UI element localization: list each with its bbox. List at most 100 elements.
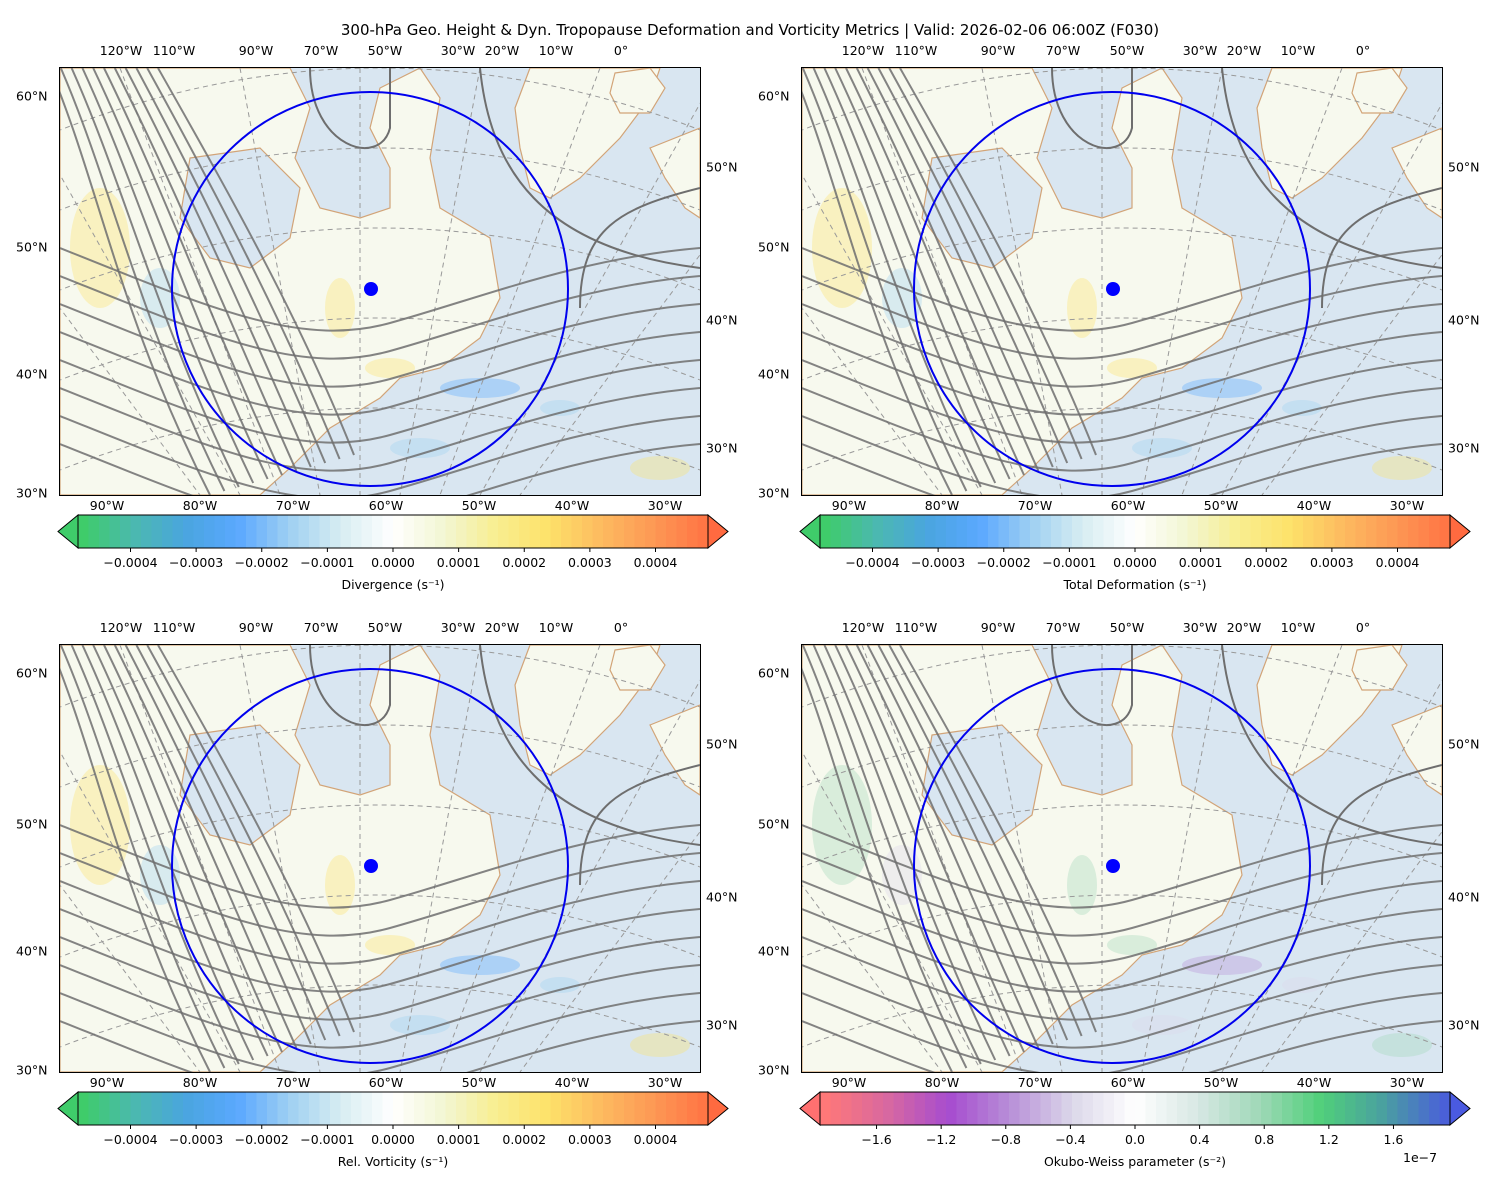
colorbar-segment	[141, 515, 152, 548]
colorbar-segment	[645, 515, 656, 548]
colorbar-tick-label: −0.8	[990, 1132, 1021, 1147]
colorbar-tick-label: 0.0001	[1178, 555, 1223, 570]
top-lon-label: 110°W	[894, 43, 938, 58]
colorbar-segment	[1355, 1092, 1367, 1125]
colorbar-min-extension	[57, 513, 79, 550]
graticule	[802, 645, 1442, 1072]
colorbar-segment	[872, 1092, 884, 1125]
colorbar-segment	[424, 1092, 436, 1125]
field-shading-blob	[325, 278, 355, 338]
height-contour	[103, 645, 283, 1053]
map-relative-vorticity[interactable]	[59, 644, 701, 1073]
colorbar-segment	[1135, 515, 1146, 548]
top-lon-label: 30°W	[440, 620, 476, 635]
top-lon-label: 10°W	[1280, 620, 1316, 635]
colorbar-tick-label: 0.0002	[1244, 555, 1289, 570]
meridian-line	[119, 68, 281, 495]
colorbar-segment	[676, 1092, 688, 1125]
bottom-lon-label: 30°W	[1389, 498, 1425, 513]
height-contour	[146, 645, 341, 1037]
colorbar-segment	[183, 1092, 194, 1125]
colorbar-segment	[1198, 1092, 1209, 1125]
bottom-lon-label: 90°W	[89, 498, 125, 513]
meridian-line	[1181, 68, 1343, 495]
top-lon-label: 10°W	[538, 620, 574, 635]
height-contour	[802, 964, 1442, 1049]
field-shading-blob	[540, 977, 580, 993]
colorbar-tick-label: −0.4	[1055, 1132, 1086, 1147]
colorbar-segment	[946, 515, 957, 548]
colorbar-segment	[508, 515, 520, 548]
colorbar-tick-label: −0.0001	[300, 1132, 355, 1147]
height-contour	[113, 645, 298, 1049]
colorbar-segment	[561, 515, 572, 548]
colorbar-segment	[1019, 1092, 1031, 1125]
meridian-line	[439, 645, 601, 1072]
colorbar-segment	[1387, 515, 1398, 548]
meridian-line	[802, 307, 943, 495]
map-canvas	[60, 68, 700, 495]
colorbar-segment	[851, 1092, 863, 1125]
colorbar-tick-label: −0.0002	[976, 555, 1031, 570]
colorbar-segment	[1156, 515, 1167, 548]
colorbar-segment	[1240, 515, 1251, 548]
colorbar-segment	[1240, 1092, 1251, 1125]
colorbar-label: Rel. Vorticity (s⁻¹)	[337, 1154, 449, 1169]
map-divergence[interactable]	[59, 67, 701, 496]
colorbar-segment	[1376, 1092, 1388, 1125]
colorbar-segment	[456, 1092, 467, 1125]
field-shading-blob	[1067, 278, 1097, 338]
top-longitude-labels: 120°W 110°W 90°W 70°W 50°W 30°W 20°W 10°W 0°	[59, 620, 699, 636]
colorbar-max-extension	[1449, 513, 1471, 550]
left-lat-label: 40°N	[758, 366, 790, 382]
field-shading-blob	[1132, 1015, 1192, 1035]
colorbar-segment	[267, 1092, 278, 1125]
center-marker	[364, 282, 378, 296]
top-lon-label: 50°W	[1109, 43, 1145, 58]
colorbar-segment	[1124, 1092, 1136, 1125]
bottom-lon-label: 50°W	[461, 1075, 497, 1090]
colorbar-segment	[1051, 1092, 1062, 1125]
height-contours	[60, 645, 700, 1072]
map-total-deformation[interactable]	[801, 67, 1443, 496]
colorbar-tick-label: 0.0002	[502, 555, 547, 570]
europe-land	[1391, 704, 1442, 796]
colorbar-segment	[1145, 515, 1157, 548]
height-contour	[855, 645, 1040, 1049]
colorbar-segment	[977, 1092, 989, 1125]
top-lon-label: 90°W	[980, 43, 1016, 58]
colorbar-segment	[372, 515, 383, 548]
bottom-lon-label: 70°W	[275, 498, 311, 513]
colorbar-segment	[235, 1092, 247, 1125]
colorbar-segment	[1135, 1092, 1146, 1125]
colorbar-segment	[697, 515, 709, 548]
colorbar-segment	[319, 1092, 331, 1125]
colorbar-segment	[382, 1092, 394, 1125]
height-contour	[60, 331, 700, 416]
graticule	[60, 68, 700, 495]
colorbar-segment	[1219, 1092, 1230, 1125]
colorbar-segment	[246, 1092, 257, 1125]
height-contour	[60, 667, 211, 1072]
parallel-line	[60, 407, 700, 471]
top-lon-label: 110°W	[152, 43, 196, 58]
colorbar-segment	[862, 515, 873, 548]
top-lon-label: 20°W	[484, 43, 520, 58]
colorbar-segment	[603, 515, 614, 548]
height-contour	[888, 645, 1083, 1037]
colorbar-segment	[1229, 1092, 1241, 1125]
meridian-line	[981, 645, 1063, 1072]
height-contour	[157, 645, 355, 1033]
colorbar-max-extension	[1449, 1090, 1471, 1127]
colorbar-segment	[655, 1092, 667, 1125]
colorbar-segment	[1030, 1092, 1041, 1125]
height-contour	[60, 824, 700, 909]
colorbar-segment	[109, 515, 121, 548]
top-lon-label: 10°W	[538, 43, 574, 58]
colorbar-segment	[529, 515, 541, 548]
height-contour	[579, 764, 700, 886]
right-lat-label: 50°N	[706, 159, 738, 175]
map-okubo-weiss[interactable]	[801, 644, 1443, 1073]
colorbar-segment	[361, 515, 373, 548]
colorbar-tick-label: −0.0002	[234, 1132, 289, 1147]
